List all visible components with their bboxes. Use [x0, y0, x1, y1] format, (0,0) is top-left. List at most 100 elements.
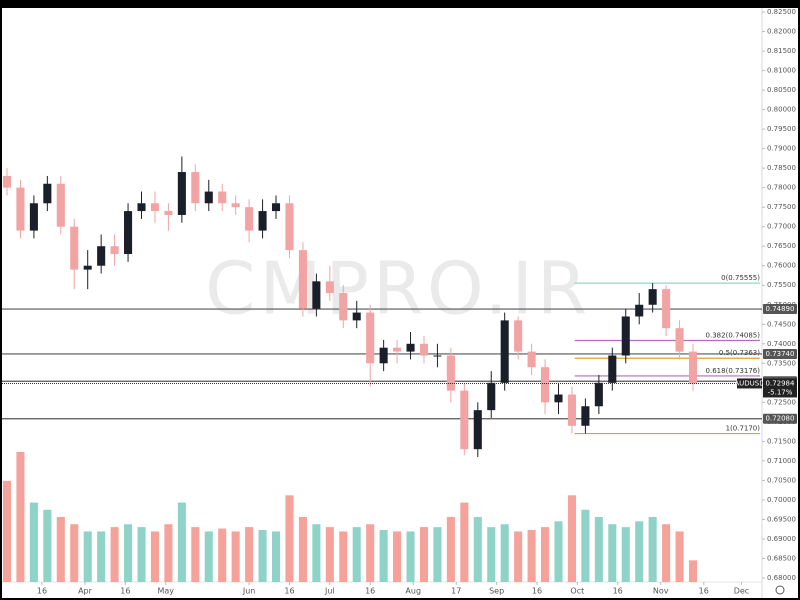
candle-body — [621, 316, 630, 356]
candle-body — [433, 355, 442, 357]
volume-bar — [419, 527, 429, 582]
y-tick-label: 0.69500 — [767, 515, 796, 523]
candle-body — [312, 281, 321, 309]
y-tick-label: 0.68500 — [767, 554, 796, 562]
candle-body — [662, 289, 671, 329]
x-tick-label: Oct — [570, 587, 584, 596]
candle-body — [97, 246, 106, 266]
x-tick-label: Jul — [324, 587, 335, 596]
candle-body — [581, 406, 590, 426]
candle-body — [298, 250, 307, 309]
y-tick-label: 0.75500 — [767, 281, 796, 289]
candle-body — [419, 343, 429, 356]
x-tick-label: Apr — [78, 587, 93, 596]
volume-bar — [2, 480, 12, 582]
x-tick-label: Jun — [242, 587, 256, 596]
candle-body — [245, 207, 254, 231]
x-tick-label: 16 — [284, 587, 294, 596]
volume-bar — [43, 509, 52, 582]
fib-label: 1(0.7170) — [726, 425, 761, 433]
candle-body — [648, 289, 657, 305]
x-tick-label: 16 — [699, 587, 709, 596]
y-tick-label: 0.74500 — [767, 320, 796, 328]
symbol-tag — [737, 378, 762, 389]
volume-bar — [688, 560, 698, 582]
settings-icon[interactable] — [775, 585, 785, 595]
volume-bar — [83, 531, 92, 582]
volume-bar — [325, 527, 334, 582]
price-tag — [763, 378, 797, 398]
x-tick-label: Sep — [489, 587, 504, 596]
x-tick-label: 16 — [613, 587, 623, 596]
y-tick-label: 0.82000 — [767, 28, 796, 36]
volume-bar — [258, 530, 267, 582]
y-tick-label: 0.76500 — [767, 242, 796, 250]
volume-bar — [675, 531, 684, 582]
x-tick-label: Nov — [653, 587, 669, 596]
volume-bar — [648, 517, 657, 582]
candle-body — [487, 382, 496, 411]
candle-body — [164, 211, 173, 215]
y-tick-label: 0.69000 — [767, 535, 796, 543]
fib-label: 0.5(0.7363) — [719, 349, 760, 357]
volume-bar — [204, 531, 213, 582]
symbol-tag-label: AUDUSD — [734, 379, 764, 387]
volume-bar — [245, 527, 254, 582]
candle-body — [177, 172, 186, 215]
change-label: -5.17% — [768, 388, 793, 396]
watermark: CMPRO.IR — [205, 247, 591, 331]
volume-bar — [352, 527, 361, 582]
x-tick-label: 17 — [451, 587, 461, 596]
volume-bar — [567, 495, 576, 582]
level-tag — [763, 304, 797, 315]
level-tag — [763, 413, 797, 424]
candle-body — [393, 347, 402, 352]
candle-body — [43, 183, 52, 204]
candle-body — [379, 347, 388, 364]
candle-body — [110, 246, 119, 255]
volume-bar — [406, 531, 415, 582]
volume-bar — [581, 509, 590, 582]
y-tick-label: 0.79500 — [767, 125, 796, 133]
volume-bar — [487, 527, 496, 582]
candle-body — [124, 211, 133, 255]
fib-label: 0(0.75555) — [721, 274, 760, 282]
volume-bar — [460, 502, 469, 582]
candle-body — [2, 175, 12, 188]
candle-body — [514, 320, 523, 352]
volume-bar — [177, 502, 186, 582]
y-tick-label: 0.81500 — [767, 47, 796, 55]
x-tick-label: 16 — [532, 587, 542, 596]
candle-body — [473, 410, 482, 450]
x-tick-label: 16 — [365, 587, 375, 596]
volume-bar — [473, 517, 482, 582]
candle-body — [137, 203, 146, 212]
candle-body — [554, 394, 563, 403]
candle-body — [446, 355, 455, 391]
volume-bar — [97, 531, 106, 582]
y-tick-label: 0.76000 — [767, 262, 796, 270]
y-tick-label: 0.81000 — [767, 67, 796, 75]
volume-bar — [608, 524, 617, 582]
volume-bar — [164, 524, 173, 582]
y-tick-label: 0.80500 — [767, 86, 796, 94]
volume-bar — [446, 517, 455, 582]
volume-bar — [191, 527, 200, 582]
candle-body — [218, 191, 227, 204]
volume-bar — [218, 528, 227, 582]
level-tag — [763, 348, 797, 359]
fib-label: 0.382(0.74085) — [706, 331, 761, 339]
x-tick-label: May — [157, 587, 174, 596]
y-tick-label: 0.74000 — [767, 340, 796, 348]
candle-body — [271, 203, 281, 212]
volume-bar — [366, 524, 375, 582]
level-tag-label: 0.72080 — [766, 415, 795, 423]
volume-bar — [621, 527, 630, 582]
y-tick-label: 0.71000 — [767, 457, 796, 465]
y-tick-label: 0.80000 — [767, 106, 796, 114]
candle-body — [70, 226, 79, 270]
y-tick-label: 0.79000 — [767, 145, 796, 153]
candle-body — [29, 203, 38, 231]
candle-body — [258, 211, 267, 231]
volume-bar — [662, 524, 671, 582]
